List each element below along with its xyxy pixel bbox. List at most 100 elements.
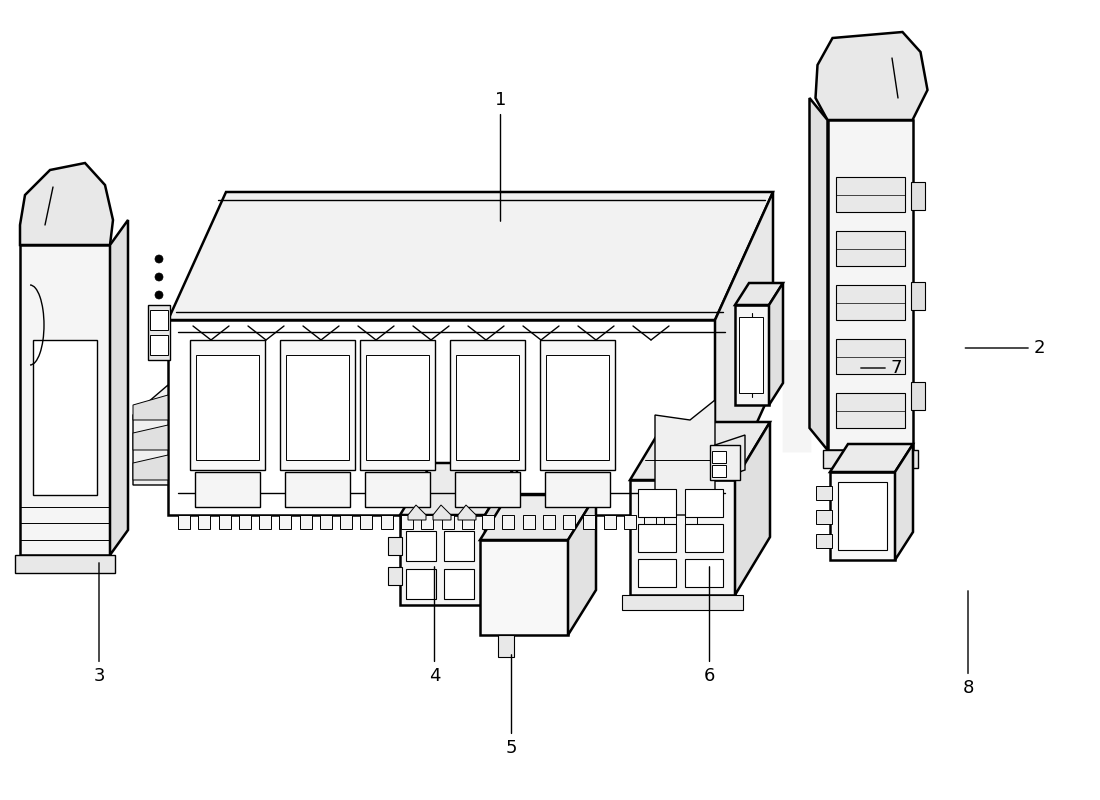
Bar <box>381 515 393 529</box>
Polygon shape <box>433 505 451 520</box>
Polygon shape <box>20 163 113 245</box>
Bar <box>638 524 676 552</box>
Polygon shape <box>827 120 913 450</box>
Bar <box>712 451 726 463</box>
Bar <box>402 515 412 529</box>
Bar <box>583 515 595 529</box>
Bar <box>836 393 904 428</box>
Polygon shape <box>654 400 715 515</box>
Bar <box>340 515 352 529</box>
Bar <box>462 515 474 529</box>
Polygon shape <box>735 305 769 405</box>
Polygon shape <box>830 444 913 472</box>
Polygon shape <box>133 395 168 420</box>
Bar <box>482 515 494 529</box>
Polygon shape <box>735 283 783 305</box>
Bar <box>421 515 433 529</box>
Bar <box>816 486 832 500</box>
Bar <box>441 515 453 529</box>
Bar <box>196 355 258 460</box>
Bar <box>739 317 763 393</box>
Polygon shape <box>895 444 913 560</box>
Text: 1: 1 <box>495 91 506 222</box>
Bar <box>360 340 434 470</box>
Text: 6: 6 <box>704 566 715 685</box>
Bar <box>710 445 740 480</box>
Bar <box>150 310 168 330</box>
Polygon shape <box>480 540 568 635</box>
Bar <box>388 537 401 555</box>
Bar <box>365 472 430 507</box>
Bar <box>544 472 610 507</box>
Bar <box>456 355 519 460</box>
Bar <box>444 531 474 561</box>
Polygon shape <box>630 422 770 480</box>
Polygon shape <box>485 463 517 605</box>
Bar <box>911 182 924 210</box>
Bar <box>219 515 231 529</box>
Circle shape <box>155 255 163 263</box>
Polygon shape <box>408 505 426 520</box>
Polygon shape <box>830 472 895 560</box>
Circle shape <box>155 291 163 299</box>
Polygon shape <box>168 192 773 320</box>
Bar <box>503 515 515 529</box>
Bar <box>178 515 190 529</box>
Polygon shape <box>168 320 715 515</box>
Bar <box>279 515 292 529</box>
Text: 3: 3 <box>94 562 104 685</box>
Text: 5: 5 <box>506 654 517 757</box>
Bar <box>712 465 726 477</box>
Polygon shape <box>133 385 168 485</box>
Polygon shape <box>133 425 168 450</box>
Bar <box>911 382 924 410</box>
Bar <box>836 177 904 212</box>
Bar <box>838 482 887 550</box>
Bar <box>366 355 429 460</box>
Bar <box>624 515 636 529</box>
Bar <box>286 355 349 460</box>
Text: a passion for parts since 1996: a passion for parts since 1996 <box>365 399 755 541</box>
Circle shape <box>155 273 163 281</box>
Text: EUSPAR: EUSPAR <box>213 335 887 485</box>
Text: 4: 4 <box>429 566 440 685</box>
Bar <box>684 515 696 529</box>
Polygon shape <box>630 480 735 595</box>
Polygon shape <box>110 220 128 555</box>
Bar <box>540 340 615 470</box>
Bar <box>450 340 525 470</box>
Bar <box>239 515 251 529</box>
Polygon shape <box>400 463 517 515</box>
Polygon shape <box>810 98 827 450</box>
Bar <box>406 569 436 599</box>
Bar <box>388 567 401 585</box>
Polygon shape <box>715 192 773 515</box>
Bar <box>638 559 676 587</box>
Bar <box>816 510 832 524</box>
Polygon shape <box>715 435 745 480</box>
Bar <box>645 515 657 529</box>
Bar <box>280 340 355 470</box>
Bar <box>522 515 535 529</box>
Polygon shape <box>400 515 485 605</box>
Polygon shape <box>458 505 476 520</box>
Bar <box>816 534 832 548</box>
Bar <box>498 635 514 657</box>
Bar <box>604 515 616 529</box>
Text: 8: 8 <box>962 590 974 697</box>
Bar <box>361 515 373 529</box>
Bar <box>546 355 609 460</box>
Bar <box>823 450 917 468</box>
Bar <box>190 340 265 470</box>
Text: 2: 2 <box>966 339 1045 357</box>
Bar <box>299 515 311 529</box>
Polygon shape <box>735 422 770 595</box>
Bar <box>320 515 332 529</box>
Polygon shape <box>20 245 110 555</box>
Bar <box>33 340 97 495</box>
Bar <box>285 472 350 507</box>
Bar <box>150 335 168 355</box>
Bar <box>406 531 436 561</box>
Bar <box>563 515 575 529</box>
Bar <box>836 285 904 320</box>
